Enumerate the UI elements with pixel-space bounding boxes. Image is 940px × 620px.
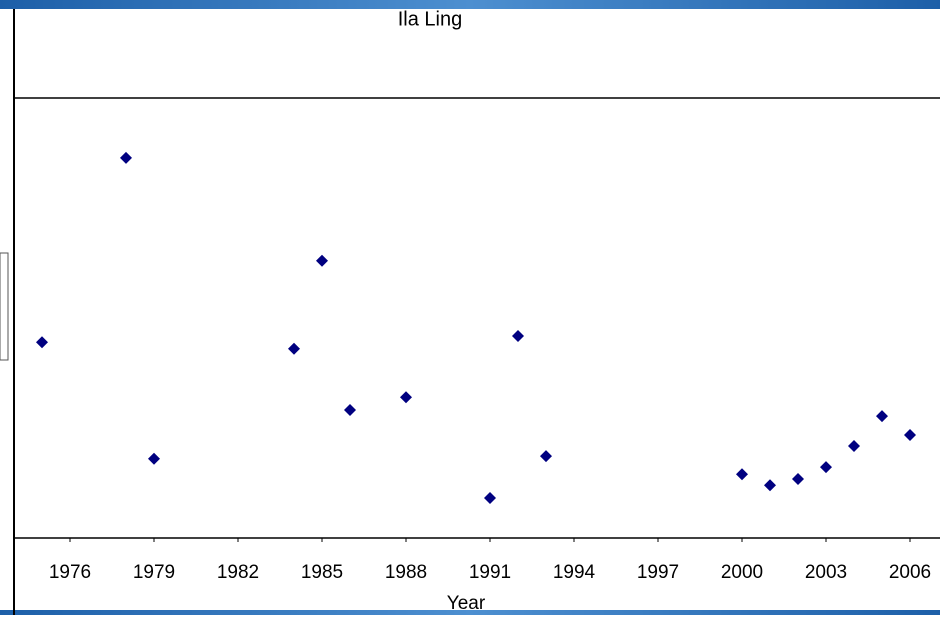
point — [764, 479, 776, 492]
point — [148, 452, 160, 465]
point — [120, 151, 132, 164]
x-tick-label: 2000 — [721, 562, 763, 583]
top-band — [0, 0, 940, 9]
point — [512, 330, 524, 343]
x-tick-label: 1994 — [553, 562, 596, 583]
x-tick-label: 1976 — [49, 562, 91, 583]
point — [904, 429, 916, 442]
point — [848, 440, 860, 453]
point — [876, 410, 888, 423]
x-tick-label: 1988 — [385, 562, 427, 583]
point — [316, 254, 328, 267]
point — [792, 473, 804, 486]
point — [820, 461, 832, 474]
legend-fragment — [0, 252, 9, 361]
x-axis-title: Year — [447, 593, 486, 614]
point — [736, 468, 748, 481]
x-tick-label: 2006 — [889, 562, 931, 583]
x-tick-label: 1982 — [217, 562, 259, 583]
x-tick-label: 1991 — [469, 562, 511, 583]
point — [288, 342, 300, 355]
point — [484, 491, 496, 504]
x-tick-label: 2003 — [805, 562, 847, 583]
x-tick-label: 1997 — [637, 562, 679, 583]
x-tick-label: 1985 — [301, 562, 343, 583]
point — [36, 336, 48, 349]
chart-title: Ila Ling — [398, 8, 463, 30]
bottom-band — [0, 610, 940, 615]
point — [400, 391, 412, 404]
x-tick-label: 1979 — [133, 562, 175, 583]
plot-area — [13, 97, 940, 539]
point — [540, 450, 552, 463]
point — [344, 403, 356, 416]
